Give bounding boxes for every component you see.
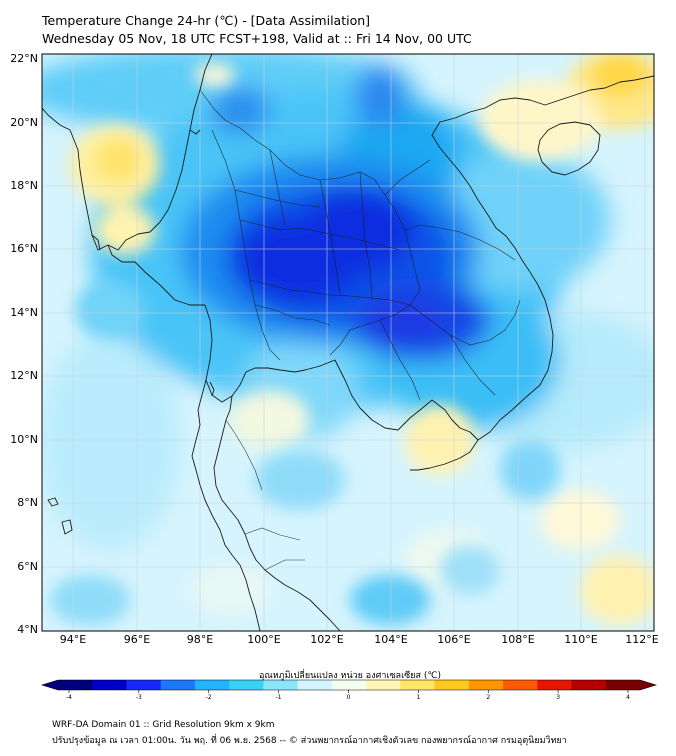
colorbar-segment [605, 680, 641, 690]
lat-lon-grid [42, 54, 654, 631]
colorbar-tick-label: 4 [626, 694, 630, 701]
colorbar-segment [331, 680, 367, 690]
lon-label: 112°E [625, 633, 659, 646]
lat-label: 20°N [10, 116, 38, 129]
colorbar-segment [263, 680, 299, 690]
colorbar-tick-label: 2 [486, 694, 491, 701]
lon-label: 108°E [501, 633, 535, 646]
colorbar-segment [434, 680, 470, 690]
colorbar [40, 679, 658, 693]
temperature-field [42, 54, 654, 550]
colorbar-tick-label: -2 [205, 694, 212, 701]
colorbar-segment [468, 680, 504, 690]
lat-label: 6°N [17, 560, 38, 573]
lon-label: 110°E [564, 633, 598, 646]
colorbar-min-arrow [42, 680, 58, 690]
colorbar-title: อุณหภูมิเปลี่ยนแปลง หน่วย องศาเซลเซียส (… [258, 671, 442, 681]
colorbar-segment [126, 680, 162, 690]
colorbar-segment [58, 680, 93, 690]
colorbar-segment [537, 680, 573, 690]
colorbar-segment [297, 680, 333, 690]
colorbar-max-arrow [640, 680, 656, 690]
lat-label: 16°N [10, 242, 38, 255]
lon-label: 94°E [59, 633, 87, 646]
lat-label: 10°N [10, 433, 38, 446]
lon-label: 106°E [437, 633, 471, 646]
lat-label: 4°N [17, 623, 38, 636]
lat-label: 8°N [17, 496, 38, 509]
admin-borders [199, 89, 521, 571]
colorbar-segment [503, 680, 538, 690]
lon-label: 102°E [310, 633, 344, 646]
colorbar-outline [40, 679, 658, 691]
lat-label: 22°N [10, 52, 38, 65]
colorbar-tick-label: -1 [275, 694, 282, 701]
map-title: Temperature Change 24-hr (℃) - [Data Ass… [42, 13, 371, 28]
lon-label: 96°E [123, 633, 151, 646]
colorbar-segment [160, 680, 196, 690]
colorbar-tick-label: -3 [135, 694, 142, 701]
footer-credits: ปรับปรุงข้อมูล ณ เวลา 01:00น. วัน พฤ. ที… [52, 736, 567, 746]
footer-model-info: WRF-DA Domain 01 :: Grid Resolution 9km … [52, 720, 275, 730]
colorbar-segment [229, 680, 264, 690]
colorbar-segment [92, 680, 127, 690]
colorbar-tick-label: 0 [346, 694, 351, 701]
colorbar-segment [400, 680, 436, 690]
colorbar-segment [194, 680, 230, 690]
map-subtitle: Wednesday 05 Nov, 18 UTC FCST+198, Valid… [42, 31, 472, 46]
warm-anomalies [70, 54, 654, 625]
cool-patches [50, 280, 560, 625]
colorbar-tick-label: -4 [66, 694, 72, 701]
lat-label: 14°N [10, 306, 38, 319]
colorbar-segment [571, 680, 607, 690]
lat-label: 18°N [10, 179, 38, 192]
lon-label: 100°E [247, 633, 281, 646]
colorbar-tick-label: 1 [416, 694, 421, 701]
lon-label: 104°E [374, 633, 408, 646]
lon-label: 98°E [186, 633, 214, 646]
colorbar-tick-label: 3 [556, 694, 561, 701]
lat-label: 12°N [10, 369, 38, 382]
colorbar-segment [366, 680, 401, 690]
map-frame [41, 53, 655, 632]
